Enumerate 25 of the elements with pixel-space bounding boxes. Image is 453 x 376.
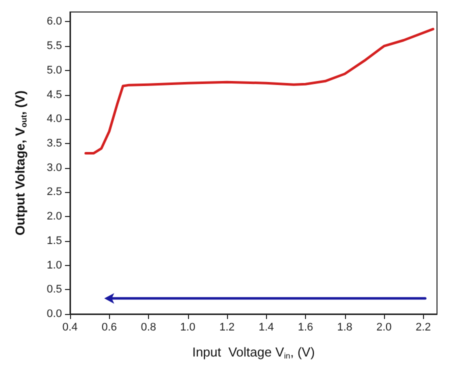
x-tick-label: 1.4 — [258, 322, 274, 334]
y-tick-label: 1.5 — [46, 234, 62, 247]
x-tick-label: 1.8 — [337, 322, 352, 334]
x-tick-label: 2.2 — [416, 322, 431, 334]
y-tick-label: 0.0 — [46, 308, 62, 320]
x-tick-label: 2.0 — [376, 322, 392, 334]
x-tick-label: 1.2 — [219, 322, 235, 334]
y-tick-label: 4.0 — [46, 113, 62, 126]
line-series — [84, 28, 434, 155]
x-tick-label: 1.0 — [180, 322, 196, 334]
y-tick-label: 2.0 — [46, 210, 62, 223]
y-axis-title: Output Voltage, Vout, (V) — [12, 90, 28, 236]
y-tick-label: 3.5 — [46, 138, 62, 150]
y-tick-label: 2.5 — [46, 186, 62, 198]
x-tick-label: 1.6 — [298, 322, 314, 334]
y-tick-label: 0.5 — [46, 284, 62, 296]
x-tick-label: 0.8 — [140, 322, 156, 334]
y-tick-label: 6.0 — [46, 16, 62, 28]
x-tick-label: 0.4 — [62, 322, 78, 334]
y-tick-label: 5.5 — [46, 40, 62, 52]
y-tick-label: 5.0 — [46, 64, 62, 76]
y-tick-label: 4.5 — [46, 88, 62, 101]
y-tick-label: 3.0 — [46, 162, 62, 174]
x-tick-label: 0.6 — [102, 322, 117, 334]
y-tick-label: 1.0 — [46, 259, 62, 272]
